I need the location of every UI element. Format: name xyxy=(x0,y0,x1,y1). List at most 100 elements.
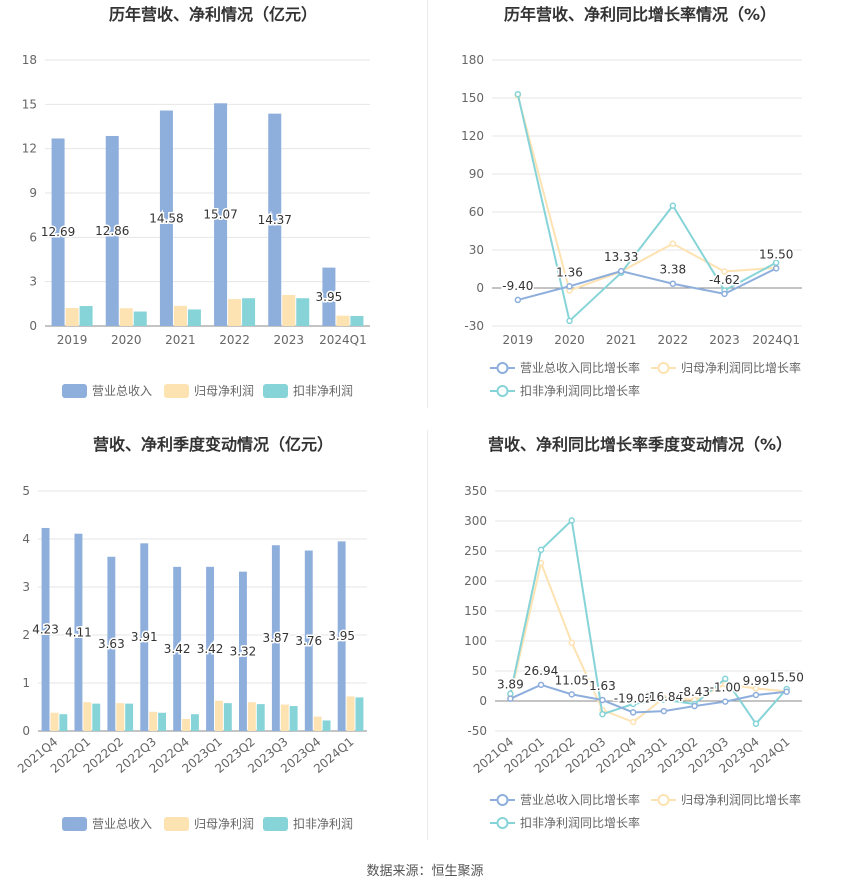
x-tick-label: 2020 xyxy=(554,333,585,347)
series-line xyxy=(516,93,777,322)
bar xyxy=(105,135,119,326)
bar xyxy=(271,545,280,731)
y-tick-label: 150 xyxy=(464,604,487,618)
legend-item: 归母净利润 xyxy=(164,384,254,398)
legend-label: 扣非净利润 xyxy=(293,817,353,831)
y-tick-label: 9 xyxy=(29,186,37,200)
legend-swatch xyxy=(164,384,189,398)
data-label: 3.76 xyxy=(295,634,322,648)
y-tick-label: 90 xyxy=(469,167,484,181)
series-line xyxy=(509,562,787,723)
legend-item: 归母净利润同比增长率 xyxy=(651,792,801,807)
data-label: 14.58 xyxy=(149,211,183,225)
data-point xyxy=(660,696,668,704)
data-point xyxy=(669,280,677,287)
bar xyxy=(190,714,199,731)
legend-label: 营业总收入同比增长率 xyxy=(520,792,640,807)
data-label: 3.95 xyxy=(316,290,343,304)
y-tick-label: 50 xyxy=(472,664,487,678)
y-tick-label: 5 xyxy=(22,484,30,498)
bar xyxy=(214,103,228,326)
data-label: 1.36 xyxy=(556,265,583,279)
legend-label: 扣非净利润 xyxy=(293,384,353,398)
bar xyxy=(268,113,282,326)
bar xyxy=(256,704,265,731)
data-label: 15.07 xyxy=(203,208,237,222)
y-tick-label: 0 xyxy=(29,319,37,333)
data-label: 3.63 xyxy=(98,637,125,651)
legend-item: 扣非净利润同比增长率 xyxy=(490,383,640,398)
data-point xyxy=(752,685,760,692)
bar xyxy=(79,306,93,326)
bar xyxy=(159,110,173,326)
data-label: 15.50 xyxy=(759,247,793,261)
legend-swatch xyxy=(62,817,87,831)
x-tick-label: 2023 xyxy=(273,333,304,347)
bar xyxy=(215,700,223,731)
chart-panel-1: 历年营收、净利情况（亿元） 0 3 6 9 12 15 18 2019 2020 2021 2022 2… xyxy=(22,5,370,398)
legend-marker xyxy=(657,794,670,806)
bar xyxy=(133,311,147,326)
bar xyxy=(242,298,256,326)
data-label: 3.91 xyxy=(131,630,158,644)
data-label: 3.38 xyxy=(659,263,686,277)
bar xyxy=(322,720,331,731)
data-point xyxy=(772,265,780,272)
y-tick-label: 4 xyxy=(22,532,30,546)
bar xyxy=(304,550,313,731)
legend-marker xyxy=(657,362,670,374)
legend-marker xyxy=(496,385,509,397)
y-tick-label: 350 xyxy=(464,484,487,498)
bar xyxy=(228,299,242,326)
legend-swatch xyxy=(263,384,288,398)
data-point xyxy=(599,696,606,704)
data-point xyxy=(691,702,698,710)
footer-source: 恒生聚源 xyxy=(431,864,484,879)
legend-item: 扣非净利润 xyxy=(263,384,353,398)
data-point xyxy=(514,296,522,304)
bar xyxy=(173,566,182,731)
data-point xyxy=(669,240,677,247)
data-label: 13.33 xyxy=(604,250,638,264)
x-tick-label: 2022 xyxy=(219,333,250,347)
bar xyxy=(182,719,190,731)
data-label: 4.11 xyxy=(65,625,92,639)
data-label: -8.43 xyxy=(679,685,710,699)
y-tick-label: 0 xyxy=(22,724,30,738)
y-tick-label: 0 xyxy=(479,694,487,708)
data-point xyxy=(722,675,729,683)
data-label: 3.42 xyxy=(197,642,224,656)
series-line xyxy=(509,519,788,725)
x-tick-label: 2019 xyxy=(503,333,534,347)
legend-label: 扣非净利润同比增长率 xyxy=(520,383,640,398)
bar xyxy=(282,294,296,326)
legend-item: 营业总收入 xyxy=(62,817,152,831)
legend-label: 营业总收入 xyxy=(92,384,152,398)
bar xyxy=(206,566,215,731)
x-tick-label: 2020 xyxy=(111,333,142,347)
data-point xyxy=(617,267,625,275)
data-label: 14.37 xyxy=(258,213,292,227)
x-tick-label: 2024Q1 xyxy=(319,333,367,347)
data-point xyxy=(566,317,573,325)
bar xyxy=(50,712,59,731)
legend-label: 归母净利润同比增长率 xyxy=(681,360,801,375)
data-label: 3.32 xyxy=(230,644,257,658)
x-tick-label: 2021 xyxy=(606,333,637,347)
legend-item: 营业总收入同比增长率 xyxy=(490,360,640,375)
y-tick-label: 180 xyxy=(461,53,484,67)
y-tick-label: 2 xyxy=(22,628,30,642)
data-label: -4.62 xyxy=(709,273,740,287)
x-tick-label: 2024Q1 xyxy=(752,333,800,347)
data-point xyxy=(566,283,573,290)
bar xyxy=(173,305,187,326)
legend-swatch xyxy=(62,384,87,398)
y-tick-label: 3 xyxy=(22,580,30,594)
bar xyxy=(322,267,336,326)
bar xyxy=(92,703,101,731)
legend-label: 归母净利润 xyxy=(194,817,254,831)
bar xyxy=(336,315,350,326)
legend-item: 营业总收入同比增长率 xyxy=(490,792,640,807)
x-tick-label: 2021 xyxy=(165,333,196,347)
y-tick-label: 1 xyxy=(22,676,30,690)
